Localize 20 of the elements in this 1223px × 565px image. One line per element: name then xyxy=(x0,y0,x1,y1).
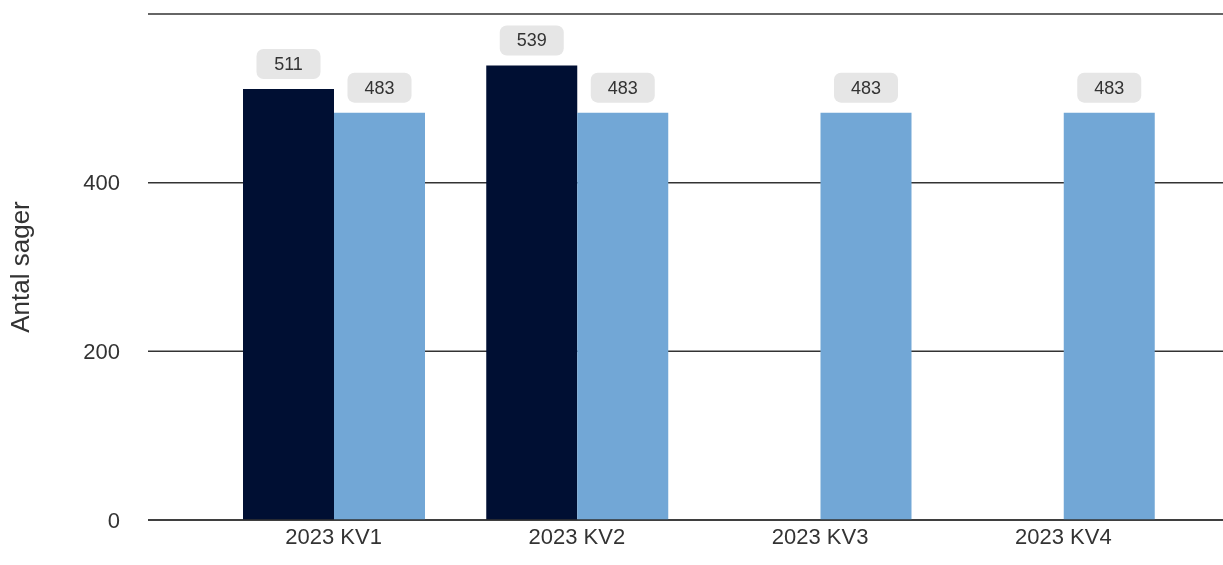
bar xyxy=(243,89,334,520)
y-tick-label: 200 xyxy=(83,339,120,365)
bar xyxy=(486,65,578,520)
x-tick-label: 2023 KV4 xyxy=(1015,523,1112,549)
x-tick-label: 2023 KV3 xyxy=(771,523,869,549)
data-label: 483 xyxy=(364,77,395,98)
x-tick-label: 2023 KV1 xyxy=(285,523,382,549)
y-tick-label: 400 xyxy=(83,170,120,196)
data-label: 511 xyxy=(274,54,303,75)
bar xyxy=(577,112,669,520)
y-axis-title: Antal sager xyxy=(5,200,36,333)
bar xyxy=(1063,112,1155,520)
data-label: 483 xyxy=(607,77,638,98)
y-tick-label: 0 xyxy=(107,507,120,533)
bar xyxy=(334,112,425,520)
bar xyxy=(820,112,912,520)
x-tick-label: 2023 KV2 xyxy=(528,523,626,549)
data-label: 539 xyxy=(516,30,547,51)
data-label: 483 xyxy=(850,77,882,98)
data-label: 483 xyxy=(1094,77,1125,98)
